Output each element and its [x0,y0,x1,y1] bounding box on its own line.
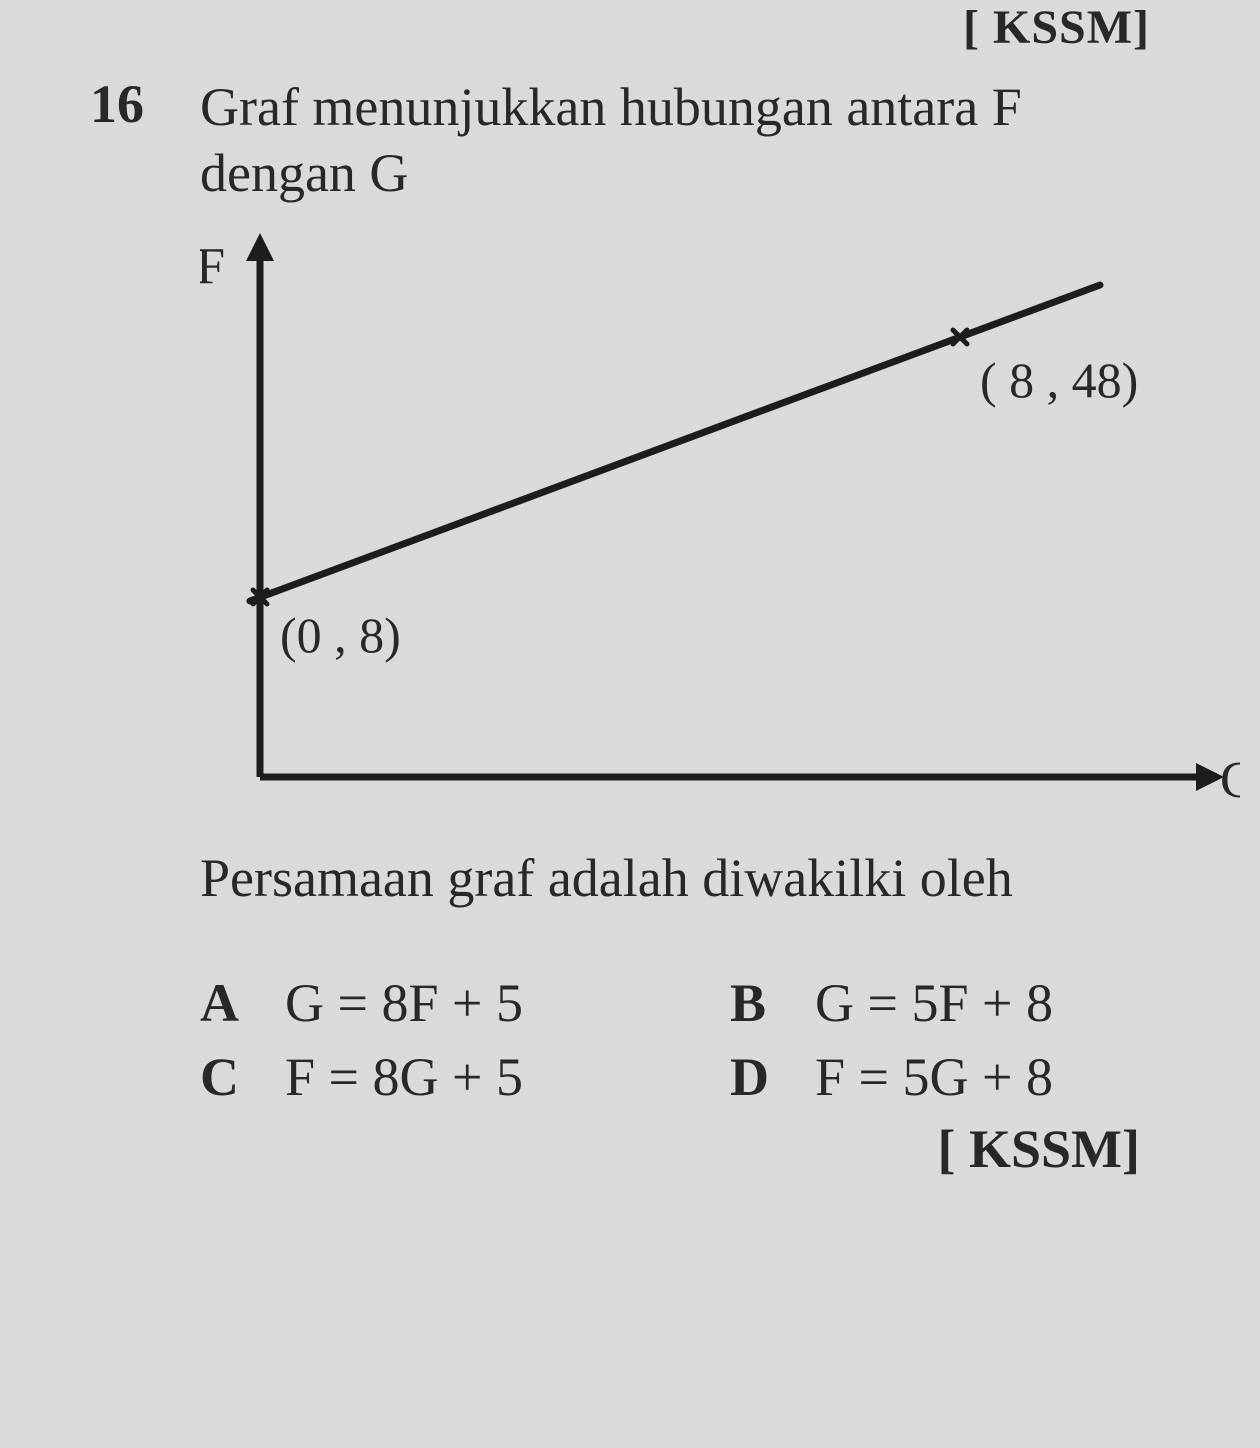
option-b[interactable]: B G = 5F + 8 [730,972,1200,1034]
option-equation: F = 8G + 5 [285,1046,523,1108]
page: [ KSSM] 16 Graf menunjukkan hubungan ant… [0,0,1260,1448]
svg-text:F: F [200,238,225,295]
option-letter: A [200,972,285,1034]
bottom-curriculum-tag: [ KSSM] [90,1118,1200,1180]
option-letter: D [730,1046,815,1108]
option-equation: G = 8F + 5 [285,972,523,1034]
option-letter: C [200,1046,285,1108]
top-curriculum-tag: [ KSSM] [963,0,1150,55]
question-number: 16 [90,75,200,134]
question-row: 16 Graf menunjukkan hubungan antara F de… [90,75,1200,207]
graph-caption: Persamaan graf adalah diwakilki oleh [200,845,1200,913]
option-d[interactable]: D F = 5G + 8 [730,1046,1200,1108]
option-c[interactable]: C F = 8G + 5 [200,1046,670,1108]
answer-options: A G = 8F + 5 B G = 5F + 8 C F = 8G + 5 D… [200,972,1200,1108]
option-letter: B [730,972,815,1034]
question-text-line1: Graf menunjukkan hubungan antara F [200,77,1022,137]
option-equation: G = 5F + 8 [815,972,1053,1034]
svg-text:(0 , 8): (0 , 8) [280,607,401,663]
svg-text:G: G [1220,752,1240,809]
graph-container: FG(0 , 8)( 8 , 48) [200,217,1200,837]
question-text: Graf menunjukkan hubungan antara F denga… [200,75,1022,207]
svg-text:( 8 , 48): ( 8 , 48) [980,352,1138,408]
option-a[interactable]: A G = 8F + 5 [200,972,670,1034]
line-graph: F G (0 , 8) ( 8 , 48) [200,217,1240,837]
question-text-line2: dengan G [200,143,408,203]
option-equation: F = 5G + 8 [815,1046,1053,1108]
